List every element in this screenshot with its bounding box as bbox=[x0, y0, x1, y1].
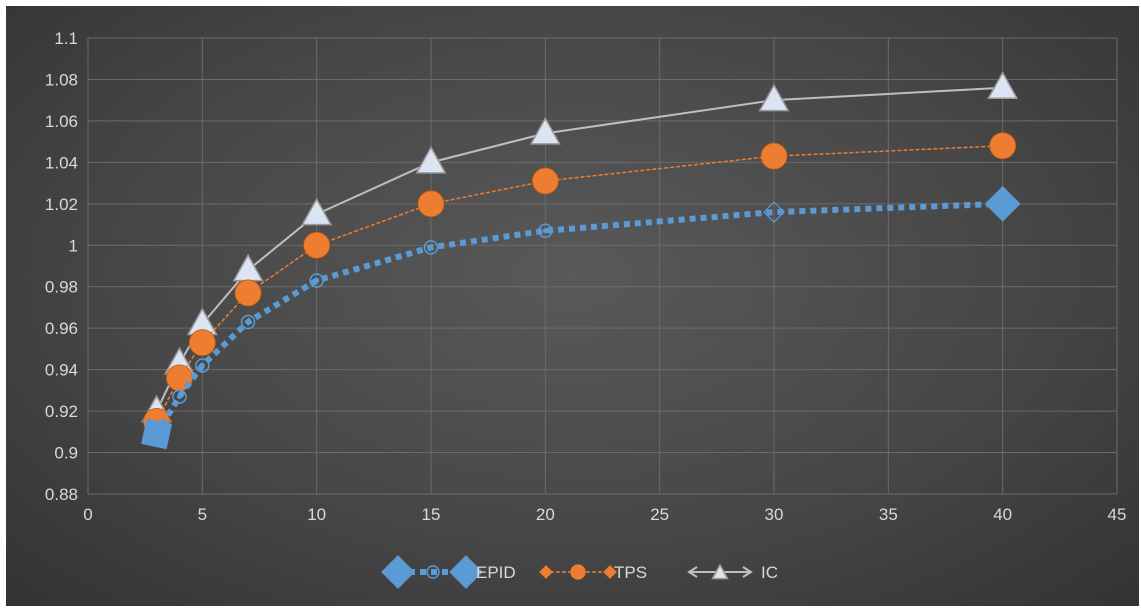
chart-area: 0.88 0.9 0.92 0.94 0.96 0.98 1 1.02 1.04 1.06 1.08… bbox=[6, 6, 1139, 606]
y-tick-label: 0.92 bbox=[45, 402, 78, 421]
data-point-ic bbox=[987, 71, 1019, 99]
data-point-tps bbox=[303, 231, 331, 259]
legend-item-epid: EPID bbox=[381, 555, 516, 589]
legend-swatch-ic-triangle bbox=[711, 563, 729, 580]
x-tick-label: 40 bbox=[993, 505, 1012, 524]
data-point-ic bbox=[529, 116, 561, 145]
y-tick-label: 1.08 bbox=[45, 70, 78, 89]
data-point-ic bbox=[758, 83, 790, 112]
data-point-epid bbox=[172, 389, 187, 404]
legend-item-ic: IC bbox=[687, 563, 778, 582]
data-point-epid-dot bbox=[314, 278, 320, 284]
data-point-epid bbox=[538, 223, 553, 239]
legend-swatch-tps-diamond bbox=[539, 565, 553, 579]
legend-label-ic: IC bbox=[761, 563, 778, 582]
series-layer bbox=[141, 71, 1021, 450]
x-tick-label: 30 bbox=[765, 505, 784, 524]
data-point-epid-dot bbox=[176, 394, 182, 400]
data-point-ic bbox=[415, 145, 447, 174]
legend-swatch-epid-diamond bbox=[449, 555, 483, 589]
data-point-epid-dot bbox=[245, 319, 251, 325]
x-tick-label: 20 bbox=[536, 505, 555, 524]
y-tick-label: 1 bbox=[69, 236, 78, 255]
legend-swatch-tps-diamond bbox=[603, 565, 617, 579]
series-line-epid bbox=[154, 200, 1003, 436]
data-point-epid-dot bbox=[542, 228, 548, 234]
y-tick-label: 0.94 bbox=[45, 361, 78, 380]
data-point-epid bbox=[240, 314, 256, 330]
data-point-epid bbox=[763, 201, 785, 223]
x-tick-label: 0 bbox=[83, 505, 92, 524]
y-tick-label: 1.04 bbox=[45, 153, 78, 172]
y-tick-label: 1.1 bbox=[54, 29, 78, 48]
legend-label-tps: TPS bbox=[614, 563, 647, 582]
data-point-epid bbox=[423, 240, 439, 255]
legend-swatch-tps-circle bbox=[570, 564, 586, 580]
x-tick-label: 45 bbox=[1108, 505, 1127, 524]
legend-swatch-ic-arrow bbox=[742, 566, 753, 578]
series-epid bbox=[141, 185, 1021, 450]
legend-swatch-epid-circle bbox=[426, 565, 440, 579]
data-point-epid bbox=[309, 273, 324, 288]
series-tps bbox=[143, 132, 1017, 435]
series-line-ic bbox=[155, 86, 1003, 412]
series-line-tps bbox=[155, 145, 1003, 422]
data-point-tps bbox=[989, 132, 1017, 160]
y-tick-label: 0.96 bbox=[45, 319, 78, 338]
y-tick-label: 0.9 bbox=[54, 444, 78, 463]
axes: 0.88 0.9 0.92 0.94 0.96 0.98 1 1.02 1.04 1.06 1.08… bbox=[45, 29, 1127, 524]
x-tick-label: 15 bbox=[422, 505, 441, 524]
legend-swatch-epid-diamond bbox=[381, 555, 415, 589]
legend-item-tps: TPS bbox=[539, 563, 647, 582]
data-point-epid bbox=[984, 185, 1021, 222]
y-tick-label: 1.02 bbox=[45, 195, 78, 214]
data-point-epid bbox=[141, 418, 173, 450]
data-point-epid bbox=[195, 358, 210, 373]
y-tick-label: 1.06 bbox=[45, 112, 78, 131]
data-point-epid-dot bbox=[199, 362, 205, 368]
x-tick-label: 5 bbox=[198, 505, 207, 524]
legend-swatch-ic-arrow bbox=[687, 566, 698, 578]
data-point-tps bbox=[234, 279, 262, 307]
data-point-tps bbox=[760, 142, 788, 170]
legend-label-epid: EPID bbox=[476, 563, 516, 582]
data-point-epid-dot bbox=[428, 244, 434, 250]
data-point-tps bbox=[188, 329, 216, 357]
line-chart: 0.88 0.9 0.92 0.94 0.96 0.98 1 1.02 1.04 1.06 1.08… bbox=[45, 29, 1127, 589]
legend: EPID TPS IC bbox=[381, 555, 778, 589]
data-point-tps bbox=[531, 167, 559, 195]
data-point-ic bbox=[301, 197, 333, 226]
y-tick-label: 0.88 bbox=[45, 485, 78, 504]
x-tick-label: 10 bbox=[307, 505, 326, 524]
x-tick-label: 25 bbox=[650, 505, 669, 524]
data-point-tps bbox=[417, 190, 445, 218]
y-tick-label: 0.98 bbox=[45, 278, 78, 297]
data-point-ic bbox=[232, 253, 264, 282]
x-tick-label: 35 bbox=[879, 505, 898, 524]
